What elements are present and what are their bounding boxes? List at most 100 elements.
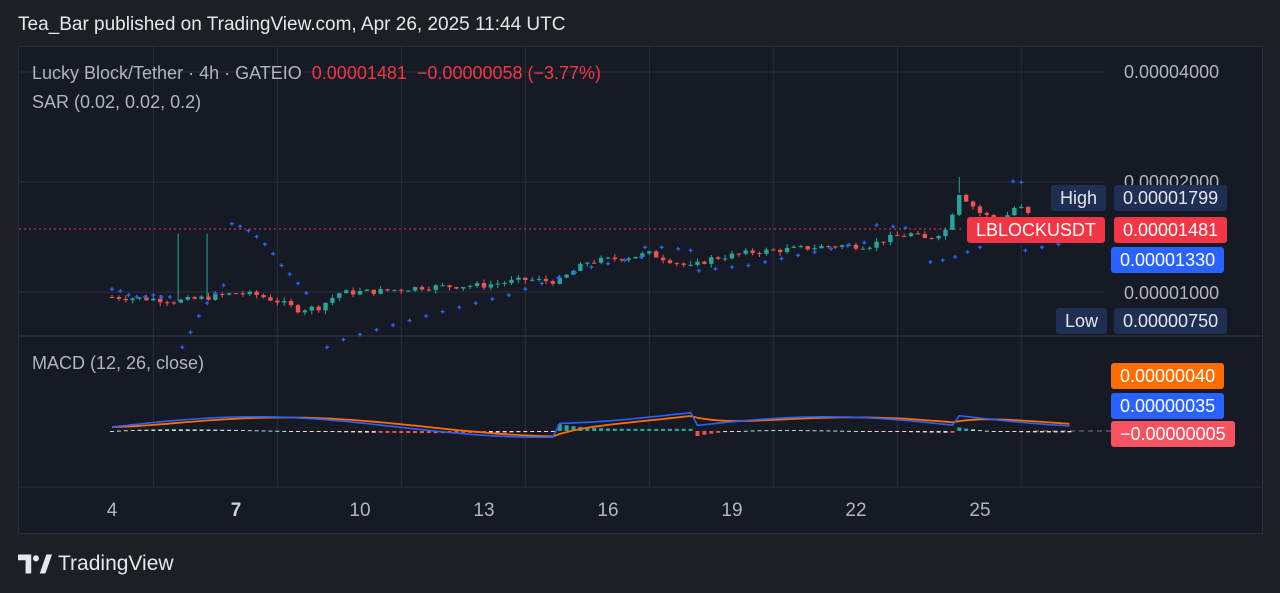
candle-body <box>626 258 631 261</box>
histogram-bar <box>661 428 666 431</box>
candle-body <box>405 290 411 292</box>
histogram-bar <box>289 431 294 432</box>
histogram-bar <box>1019 431 1024 433</box>
histogram-bar <box>247 430 252 432</box>
candle-body <box>833 246 838 248</box>
sar-dot <box>1019 180 1024 185</box>
candle-body <box>337 293 342 298</box>
candle-body <box>288 301 294 306</box>
histogram-bar <box>406 431 411 434</box>
histogram-bar <box>723 431 728 433</box>
candle-body <box>915 233 921 235</box>
sar-dot <box>196 314 201 319</box>
candle-body <box>344 290 349 294</box>
histogram-bar <box>123 430 128 432</box>
candle-body <box>853 244 859 249</box>
candle-body <box>199 296 204 299</box>
sar-dot <box>965 250 970 255</box>
histogram-bar <box>964 428 969 431</box>
candle-body <box>612 257 618 260</box>
candle-body <box>557 277 562 284</box>
sar-dot <box>874 223 879 228</box>
sar-dot <box>539 281 544 286</box>
candle-body <box>454 287 459 289</box>
candle-body <box>158 298 163 303</box>
candle-body <box>295 305 301 313</box>
macd-line-tag: 0.00000035 <box>1111 393 1225 419</box>
histogram-bar <box>419 431 424 434</box>
histogram-bar <box>323 431 328 432</box>
candle-body <box>647 251 652 254</box>
sar-dot <box>940 258 945 263</box>
sar-dot <box>696 268 701 273</box>
candle-body <box>171 302 177 304</box>
sar-dot <box>713 266 718 271</box>
sar-dot <box>391 323 396 328</box>
sar-dot <box>180 345 185 350</box>
sar-dot <box>845 243 850 248</box>
candle-body <box>585 262 590 264</box>
sar-dot <box>589 265 594 270</box>
sar-dot <box>254 234 259 239</box>
histogram-bar <box>585 427 590 431</box>
sar-dot <box>796 253 801 258</box>
sar-dot <box>205 301 210 306</box>
histogram-bar <box>709 431 714 434</box>
candle-body <box>812 248 817 250</box>
candle-body <box>151 298 156 301</box>
histogram-bar <box>206 429 211 431</box>
sar-dot <box>829 246 834 251</box>
candle-body <box>977 206 983 214</box>
histogram-bar <box>151 429 156 431</box>
macd-legend: MACD (12, 26, close) <box>32 353 205 373</box>
sar-dot <box>221 283 226 288</box>
sar-dot <box>903 225 908 230</box>
histogram-bar <box>936 431 941 433</box>
histogram-bar <box>233 429 238 431</box>
histogram-bar <box>840 430 845 432</box>
time-axis-label: 19 <box>721 500 743 521</box>
candle-body <box>116 297 122 299</box>
candle-body <box>660 257 666 261</box>
histogram-bar <box>1060 431 1065 433</box>
sar-dot <box>110 287 114 292</box>
histogram-bar <box>240 430 245 432</box>
chart-canvas[interactable] <box>19 47 1262 533</box>
brand-name: TradingView <box>58 552 174 575</box>
histogram-bar <box>371 431 376 433</box>
chart-panel[interactable]: Lucky Block/Tether · 4h · GATEIO 0.00001… <box>18 46 1263 534</box>
histogram-bar <box>351 431 356 433</box>
candle-body <box>874 241 879 248</box>
candle-body <box>695 261 700 265</box>
histogram-bar <box>364 431 369 433</box>
sar-dot <box>953 254 958 259</box>
sar-dot <box>746 263 751 268</box>
price-axis-label: 0.00001000 <box>1124 283 1220 303</box>
histogram-bar <box>778 430 783 432</box>
histogram-bar <box>929 431 934 433</box>
candle-body <box>743 250 748 254</box>
histogram-bar <box>798 430 803 432</box>
histogram-bar <box>502 431 507 433</box>
sar-dot <box>229 221 234 226</box>
sar-dot <box>1023 248 1028 253</box>
histogram-bar <box>605 428 610 431</box>
candle-body <box>640 253 645 257</box>
candle-body <box>922 233 928 239</box>
histogram-bar <box>619 428 624 431</box>
candle-body <box>709 257 714 264</box>
high-label-tag: High <box>1051 185 1107 211</box>
histogram-bar <box>426 431 431 434</box>
histogram-bar <box>957 427 962 431</box>
histogram-bar <box>874 431 879 432</box>
histogram-bar <box>137 429 142 431</box>
histogram-bar <box>158 429 163 431</box>
candle-body <box>529 279 535 281</box>
time-axis-label: 22 <box>845 500 867 521</box>
candle-body <box>619 259 624 261</box>
candle-body <box>109 296 115 298</box>
candle-body <box>130 298 135 301</box>
sar-dot <box>143 294 148 299</box>
histogram-bar <box>433 431 438 434</box>
sar-dot <box>262 242 267 247</box>
